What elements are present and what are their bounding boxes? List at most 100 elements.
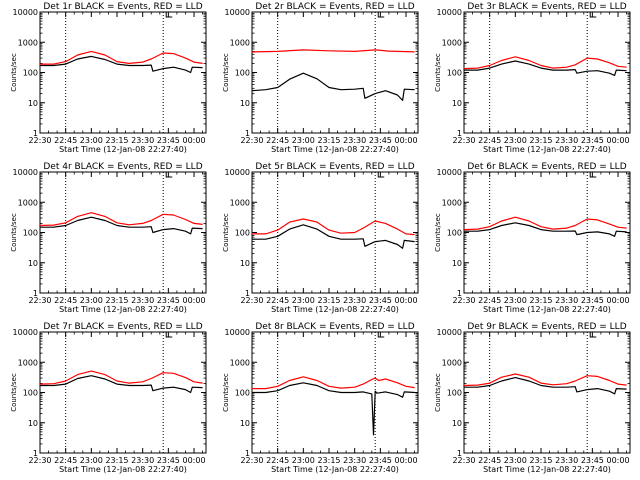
x-tick-label: 23:15 bbox=[317, 296, 340, 305]
x-tick-label: 23:15 bbox=[105, 296, 128, 305]
event-rate-line bbox=[464, 60, 627, 77]
x-tick-label: 23:00 bbox=[80, 136, 103, 145]
y-tick-label: 100 bbox=[23, 229, 38, 238]
x-tick-label: 22:45 bbox=[478, 136, 501, 145]
lld-rate-line bbox=[463, 216, 627, 231]
detector-plot-6: Det 6r BLACK = Events, RED = LLD 1 10 100 10… bbox=[434, 162, 631, 314]
y-tick-label: 1000 bbox=[442, 198, 462, 207]
y-tick-label: 1 bbox=[33, 129, 38, 138]
event-rate-line bbox=[252, 382, 415, 436]
x-axis-label: Start Time (12-Jan-08 22:27:40) bbox=[271, 465, 399, 474]
plot-frame bbox=[251, 11, 419, 134]
x-tick-label: 00:00 bbox=[606, 136, 629, 145]
marker-bracket bbox=[377, 12, 385, 18]
marker-bracket bbox=[165, 332, 173, 338]
x-tick-label: 22:30 bbox=[240, 456, 263, 465]
marker-bracket bbox=[589, 172, 597, 178]
y-tick-label: 100 bbox=[23, 69, 38, 78]
event-rate-line bbox=[40, 216, 203, 235]
x-axis-label: Start Time (12-Jan-08 22:27:40) bbox=[483, 305, 611, 314]
x-tick-label: 22:30 bbox=[240, 136, 263, 145]
y-tick-label: 1000 bbox=[230, 198, 250, 207]
event-rate-line bbox=[464, 377, 627, 395]
x-tick-label: 22:30 bbox=[28, 296, 51, 305]
x-tick-label: 23:30 bbox=[555, 456, 578, 465]
x-tick-label: 22:30 bbox=[452, 136, 475, 145]
y-tick-label: 100 bbox=[235, 69, 250, 78]
plot-title: Det 3r BLACK = Events, RED = LLD bbox=[467, 2, 626, 12]
x-tick-label: 22:30 bbox=[28, 136, 51, 145]
x-tick-label: 22:45 bbox=[266, 456, 289, 465]
x-tick-label: 22:45 bbox=[54, 136, 77, 145]
x-tick-label: 23:15 bbox=[529, 296, 552, 305]
y-tick-label: 10 bbox=[452, 419, 462, 428]
y-tick-label: 1 bbox=[245, 289, 250, 298]
x-tick-label: 23:15 bbox=[317, 456, 340, 465]
y-tick-label: 10000 bbox=[225, 8, 250, 17]
x-axis-label: Start Time (12-Jan-08 22:27:40) bbox=[483, 465, 611, 474]
x-tick-label: 22:45 bbox=[266, 296, 289, 305]
y-tick-label: 1000 bbox=[18, 358, 38, 367]
y-axis-label: Counts/sec bbox=[222, 53, 230, 92]
event-rate-line bbox=[252, 224, 415, 249]
y-tick-label: 1000 bbox=[18, 38, 38, 47]
y-tick-label: 10 bbox=[452, 259, 462, 268]
plot-title: Det 2r BLACK = Events, RED = LLD bbox=[255, 2, 414, 12]
x-tick-label: 23:45 bbox=[581, 296, 604, 305]
plot-frame bbox=[39, 171, 207, 294]
x-tick-label: 23:45 bbox=[369, 456, 392, 465]
x-tick-label: 00:00 bbox=[182, 136, 205, 145]
detector-plot-1: Det 1r BLACK = Events, RED = LLD 1 10 100 10… bbox=[10, 2, 207, 154]
y-tick-label: 100 bbox=[235, 229, 250, 238]
plot-title: Det 7r BLACK = Events, RED = LLD bbox=[43, 322, 202, 332]
x-tick-label: 23:30 bbox=[555, 296, 578, 305]
x-tick-label: 23:00 bbox=[80, 296, 103, 305]
x-tick-label: 23:30 bbox=[555, 136, 578, 145]
event-rate-line bbox=[40, 375, 203, 394]
x-tick-label: 23:30 bbox=[343, 136, 366, 145]
x-tick-label: 00:00 bbox=[394, 296, 417, 305]
x-axis-label: Start Time (12-Jan-08 22:27:40) bbox=[271, 145, 399, 154]
y-tick-label: 1 bbox=[33, 289, 38, 298]
x-axis-label: Start Time (12-Jan-08 22:27:40) bbox=[59, 145, 187, 154]
y-tick-label: 10 bbox=[28, 259, 38, 268]
x-tick-label: 23:00 bbox=[504, 456, 527, 465]
x-tick-label: 00:00 bbox=[394, 136, 417, 145]
plot-title: Det 9r BLACK = Events, RED = LLD bbox=[467, 322, 626, 332]
plot-title: Det 6r BLACK = Events, RED = LLD bbox=[467, 162, 626, 172]
marker-bracket bbox=[589, 332, 597, 338]
x-tick-label: 22:45 bbox=[478, 296, 501, 305]
x-tick-label: 23:45 bbox=[581, 456, 604, 465]
x-tick-label: 23:45 bbox=[369, 296, 392, 305]
x-tick-label: 00:00 bbox=[606, 296, 629, 305]
x-tick-label: 23:15 bbox=[529, 136, 552, 145]
y-tick-label: 100 bbox=[235, 389, 250, 398]
y-axis-label: Counts/sec bbox=[222, 213, 230, 252]
x-tick-label: 23:30 bbox=[343, 456, 366, 465]
x-tick-label: 00:00 bbox=[182, 296, 205, 305]
x-tick-label: 23:30 bbox=[343, 296, 366, 305]
y-tick-label: 10000 bbox=[225, 328, 250, 337]
y-tick-label: 10000 bbox=[225, 168, 250, 177]
y-tick-label: 10000 bbox=[13, 328, 38, 337]
y-tick-label: 10 bbox=[240, 419, 250, 428]
x-tick-label: 23:15 bbox=[317, 136, 340, 145]
x-tick-label: 00:00 bbox=[394, 456, 417, 465]
x-tick-label: 22:30 bbox=[28, 456, 51, 465]
event-rate-line bbox=[40, 55, 203, 74]
y-tick-label: 10000 bbox=[437, 328, 462, 337]
y-tick-label: 100 bbox=[447, 229, 462, 238]
plot-title: Det 8r BLACK = Events, RED = LLD bbox=[255, 322, 414, 332]
lld-rate-line bbox=[39, 370, 203, 385]
x-tick-label: 22:30 bbox=[240, 296, 263, 305]
lld-rate-line bbox=[39, 212, 203, 227]
x-tick-label: 23:45 bbox=[157, 136, 180, 145]
x-tick-label: 23:45 bbox=[581, 136, 604, 145]
y-tick-label: 100 bbox=[447, 69, 462, 78]
x-axis-label: Start Time (12-Jan-08 22:27:40) bbox=[59, 465, 187, 474]
y-tick-label: 10 bbox=[452, 99, 462, 108]
plot-frame bbox=[39, 331, 207, 454]
detector-plot-8: Det 8r BLACK = Events, RED = LLD 1 10 100 10… bbox=[222, 322, 419, 474]
lld-rate-line bbox=[40, 50, 203, 65]
